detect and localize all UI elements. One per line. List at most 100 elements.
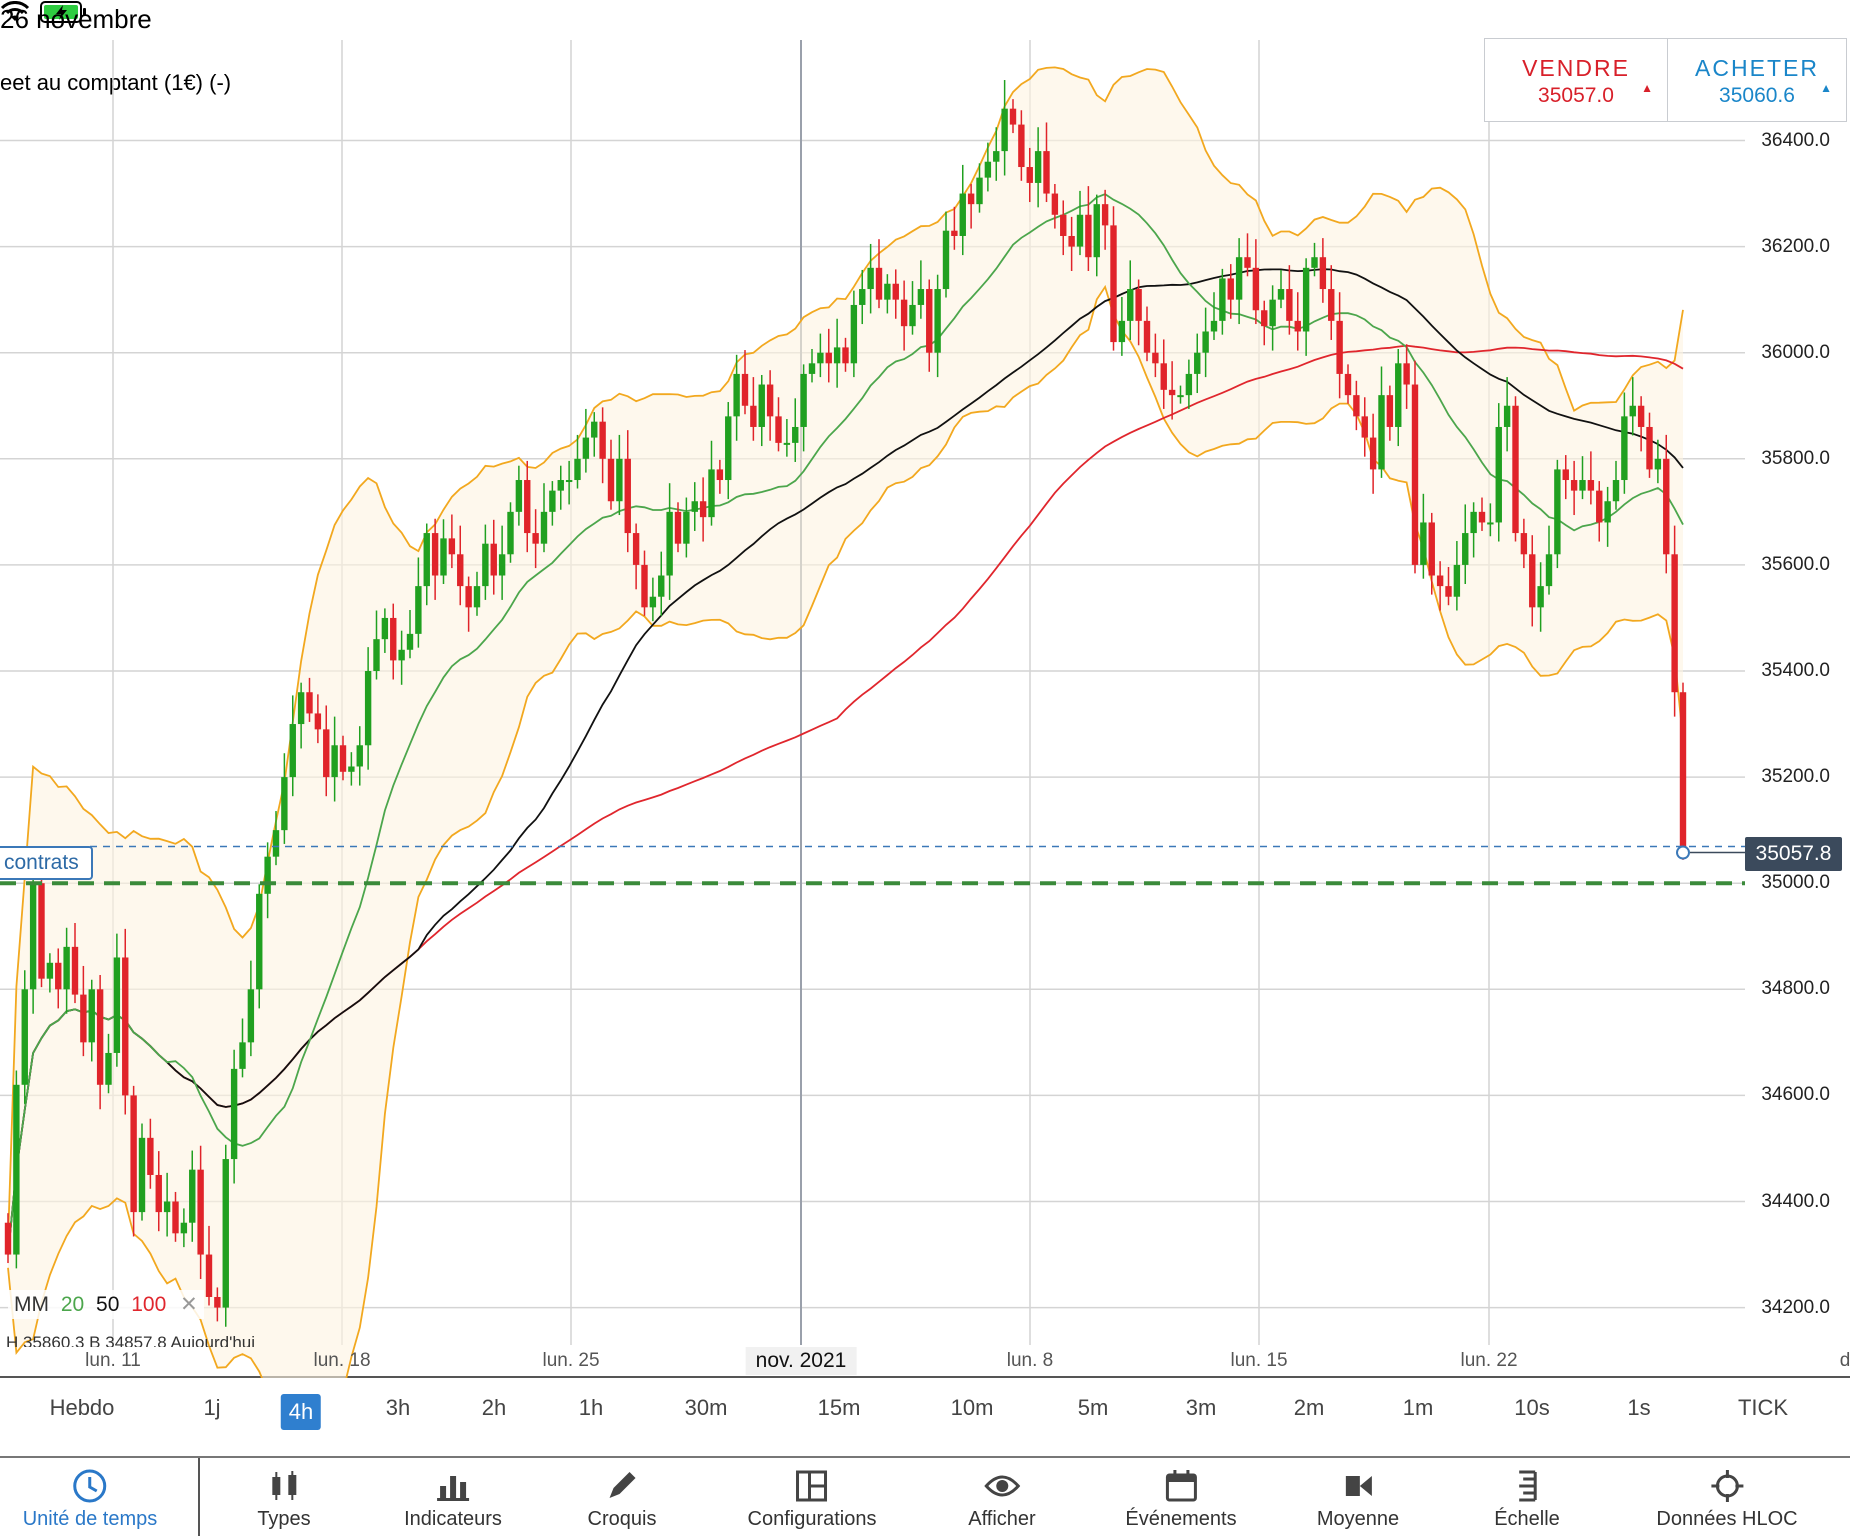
candle-down <box>1369 413 1377 494</box>
candle-down <box>306 677 313 722</box>
candle-down <box>599 407 606 484</box>
candle-up <box>1470 502 1477 558</box>
candle-up <box>867 243 874 314</box>
nav-average[interactable]: Moyenne <box>1317 1458 1399 1538</box>
timeframe-1s[interactable]: 1s <box>1627 1395 1651 1420</box>
bollinger-upper-line <box>7 66 1684 1242</box>
candle-up <box>649 577 657 622</box>
candle-up <box>1420 493 1427 579</box>
position-tag[interactable]: contrats <box>0 846 93 880</box>
candle-down <box>465 576 472 632</box>
nav-eye[interactable]: Afficher <box>968 1458 1036 1538</box>
candle-up <box>549 481 556 526</box>
nav-label: Indicateurs <box>404 1508 502 1530</box>
candle-up <box>1034 127 1042 208</box>
nav-label: Croquis <box>587 1508 657 1530</box>
nav-crosshair[interactable]: Données HLOC <box>1656 1458 1798 1538</box>
nav-calendar[interactable]: Événements <box>1125 1458 1237 1538</box>
candle-up <box>666 483 673 600</box>
candle-up <box>482 524 489 600</box>
timeframe-15m[interactable]: 15m <box>817 1395 861 1420</box>
nav-label: Afficher <box>968 1508 1036 1530</box>
y-tick-label: 35000.0 <box>1761 872 1830 894</box>
ma20-line <box>7 193 1684 1255</box>
last-price-marker <box>1676 845 1690 860</box>
candle-down <box>1168 361 1176 420</box>
candle-up <box>373 610 380 680</box>
ma-legend[interactable]: MM 20 50 100 ✕ <box>8 1290 204 1319</box>
candle-up <box>63 927 70 1014</box>
candle-up <box>138 1123 146 1221</box>
candle-down <box>1060 200 1067 256</box>
timeframe-hebdo[interactable]: Hebdo <box>49 1395 115 1420</box>
status-icons <box>0 0 1850 24</box>
price-chart[interactable] <box>0 0 1850 1378</box>
candle-down <box>80 965 87 1057</box>
sell-button[interactable]: VENDRE 35057.0 ▲ <box>1484 38 1668 122</box>
timeframe-10m[interactable]: 10m <box>950 1395 994 1420</box>
candle-down <box>323 705 330 797</box>
nav-label: Données HLOC <box>1656 1508 1798 1530</box>
nav-label: Échelle <box>1494 1508 1560 1530</box>
candle-up <box>808 348 816 383</box>
candle-down <box>951 206 958 250</box>
candle-up <box>13 1070 20 1269</box>
candle-up <box>364 647 372 770</box>
status-date: 26 novembre <box>0 4 152 34</box>
candle-up <box>163 1172 171 1237</box>
candle-up <box>1235 238 1243 325</box>
close-icon[interactable]: ✕ <box>180 1293 198 1316</box>
candle-up <box>21 970 28 1104</box>
timeframe-5m[interactable]: 5m <box>1077 1395 1109 1420</box>
y-tick-label: 34600.0 <box>1761 1084 1830 1106</box>
candle-down <box>716 459 724 494</box>
candle-up <box>1537 562 1544 632</box>
candle-up <box>1302 258 1310 356</box>
candle-up <box>1127 260 1134 340</box>
timeframe-1j[interactable]: 1j <box>203 1395 221 1420</box>
candle-up <box>800 364 807 452</box>
candle-up <box>817 333 824 378</box>
timeframe-2m[interactable]: 2m <box>1293 1395 1325 1420</box>
ma20-label: 20 <box>60 1293 85 1316</box>
candle-up <box>1277 269 1285 309</box>
candle-up <box>1185 359 1193 409</box>
timeframe-4h[interactable]: 4h <box>280 1394 322 1430</box>
candle-down <box>1328 265 1335 340</box>
buy-button[interactable]: ACHETER 35060.6 ▲ <box>1667 38 1847 122</box>
nav-pencil[interactable]: Croquis <box>587 1458 657 1538</box>
candle-up <box>1118 296 1126 356</box>
nav-clock[interactable]: Unité de temps <box>23 1458 157 1538</box>
layout-icon <box>796 1470 828 1502</box>
timeframe-3h[interactable]: 3h <box>385 1395 411 1420</box>
nav-layout[interactable]: Configurations <box>748 1458 876 1538</box>
x-tick-label: lun. 18 <box>313 1350 371 1371</box>
timeframe-1m[interactable]: 1m <box>1402 1395 1434 1420</box>
nav-candles[interactable]: Types <box>257 1458 311 1538</box>
candle-down <box>607 439 615 510</box>
candle-up <box>959 164 966 256</box>
candle-down <box>1261 300 1268 346</box>
candle-up <box>230 1049 238 1184</box>
nav-label: Types <box>257 1508 311 1530</box>
candle-up <box>398 630 405 685</box>
candle-down <box>842 337 849 372</box>
candle-up <box>515 465 523 526</box>
candle-down <box>1478 497 1486 531</box>
nav-bar-chart[interactable]: Indicateurs <box>404 1458 502 1538</box>
candle-up <box>256 884 263 1009</box>
candle-down <box>1361 397 1368 457</box>
candle-down <box>197 1145 204 1279</box>
timeframe-1h[interactable]: 1h <box>578 1395 604 1420</box>
timeframe-10s[interactable]: 10s <box>1514 1395 1550 1420</box>
bollinger-lower-line <box>7 284 1684 1378</box>
nav-scale[interactable]: Échelle <box>1494 1458 1560 1538</box>
candle-down <box>1428 512 1435 595</box>
timeframe-3m[interactable]: 3m <box>1185 1395 1217 1420</box>
timeframe-2h[interactable]: 2h <box>481 1395 507 1420</box>
candle-up <box>1462 504 1469 584</box>
candle-up <box>415 557 422 648</box>
timeframe-tick[interactable]: TICK <box>1737 1395 1789 1420</box>
timeframe-30m[interactable]: 30m <box>684 1395 728 1420</box>
candle-down <box>1336 292 1343 399</box>
